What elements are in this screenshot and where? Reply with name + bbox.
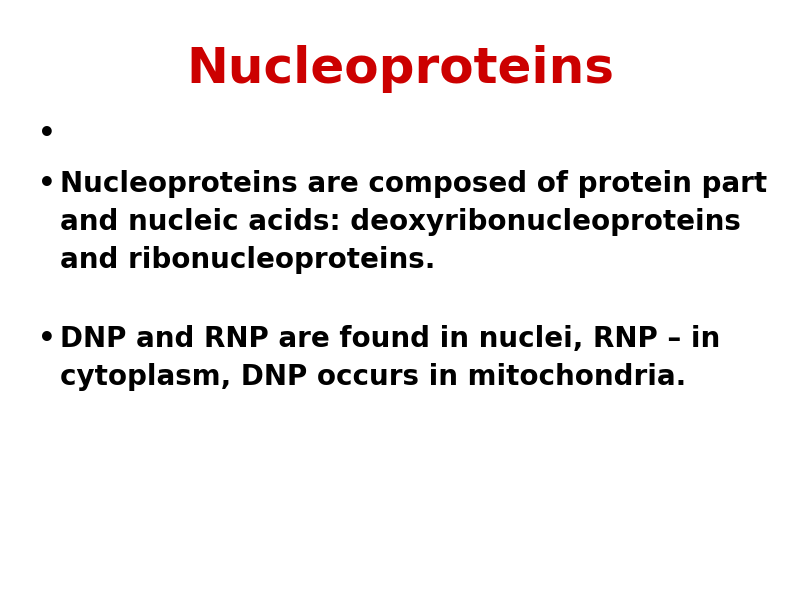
Text: •: • xyxy=(38,170,56,198)
Text: Nucleoproteins are composed of protein part
and nucleic acids: deoxyribonucleopr: Nucleoproteins are composed of protein p… xyxy=(60,170,767,274)
Text: •: • xyxy=(38,325,56,353)
Text: •: • xyxy=(38,120,56,148)
Text: Nucleoproteins: Nucleoproteins xyxy=(186,45,614,93)
Text: DNP and RNP are found in nuclei, RNP – in
cytoplasm, DNP occurs in mitochondria.: DNP and RNP are found in nuclei, RNP – i… xyxy=(60,325,720,391)
